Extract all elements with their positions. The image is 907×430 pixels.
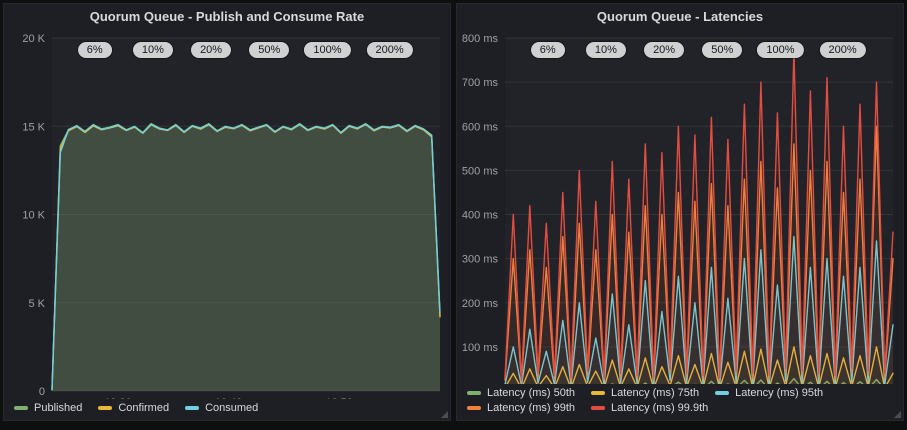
legend-color-swatch bbox=[467, 391, 481, 395]
legend-label: Consumed bbox=[205, 402, 259, 414]
annotation-pill[interactable]: 200% bbox=[366, 42, 413, 58]
legend-color-swatch bbox=[98, 406, 113, 410]
legend-color-swatch bbox=[715, 391, 730, 395]
svg-text:700 ms: 700 ms bbox=[462, 77, 499, 89]
legend-color-swatch bbox=[467, 406, 481, 410]
annotation-pill[interactable]: 100% bbox=[757, 42, 804, 58]
svg-text:12:30: 12:30 bbox=[104, 397, 132, 399]
legend-label: Latency (ms) 99th bbox=[487, 402, 576, 414]
legend-label: Confirmed bbox=[118, 402, 170, 414]
annotation-pill[interactable]: 10% bbox=[585, 42, 626, 58]
legend-item[interactable]: Published bbox=[14, 402, 82, 414]
annotation-pill[interactable]: 100% bbox=[304, 42, 351, 58]
chart-legend: Published Confirmed Consumed bbox=[4, 399, 450, 420]
legend-label: Published bbox=[34, 402, 83, 414]
annotation-layer: 6% 10% 20% 50% 100% 200% bbox=[457, 30, 903, 384]
svg-text:20 K: 20 K bbox=[22, 33, 45, 45]
legend-color-swatch bbox=[591, 406, 606, 410]
legend-item[interactable]: Latency (ms) 99th bbox=[467, 402, 575, 414]
legend-color-swatch bbox=[14, 406, 28, 410]
annotation-pill[interactable]: 50% bbox=[702, 42, 743, 58]
svg-text:500 ms: 500 ms bbox=[462, 165, 499, 177]
legend-label: Latency (ms) 95th bbox=[735, 387, 824, 399]
annotation-layer: 6% 10% 20% 50% 100% 200% bbox=[4, 30, 450, 399]
annotation-pill[interactable]: 6% bbox=[530, 42, 565, 58]
legend-color-swatch bbox=[591, 391, 606, 395]
annotation-pill[interactable]: 50% bbox=[249, 42, 290, 58]
svg-text:0: 0 bbox=[39, 386, 45, 398]
svg-text:12:50: 12:50 bbox=[325, 397, 353, 399]
panel-resize-handle[interactable] bbox=[441, 411, 448, 418]
panel-title: Quorum Queue - Latencies bbox=[596, 9, 764, 24]
legend-item[interactable]: Consumed bbox=[185, 402, 258, 414]
panel-title: Quorum Queue - Publish and Consume Rate bbox=[89, 9, 365, 24]
legend-item[interactable]: Confirmed bbox=[98, 402, 169, 414]
legend-label: Latency (ms) 50th bbox=[487, 387, 576, 399]
svg-text:5 K: 5 K bbox=[28, 298, 45, 310]
svg-text:800 ms: 800 ms bbox=[462, 33, 499, 45]
svg-text:100 ms: 100 ms bbox=[462, 342, 499, 354]
svg-text:400 ms: 400 ms bbox=[462, 210, 499, 222]
annotation-pill[interactable]: 6% bbox=[77, 42, 112, 58]
legend-item[interactable]: Latency (ms) 75th bbox=[591, 387, 699, 399]
legend-item[interactable]: Latency (ms) 95th bbox=[715, 387, 823, 399]
legend-color-swatch bbox=[185, 406, 200, 410]
svg-text:300 ms: 300 ms bbox=[462, 254, 499, 266]
annotation-pill[interactable]: 20% bbox=[191, 42, 232, 58]
annotation-pill[interactable]: 10% bbox=[132, 42, 173, 58]
panel-resize-handle[interactable] bbox=[894, 411, 901, 418]
svg-text:200 ms: 200 ms bbox=[462, 298, 499, 310]
panel-publish-consume-rate: Quorum Queue - Publish and Consume Rate … bbox=[3, 3, 451, 421]
svg-text:12:40: 12:40 bbox=[215, 397, 243, 399]
annotation-pill[interactable]: 200% bbox=[819, 42, 866, 58]
annotation-pill[interactable]: 20% bbox=[644, 42, 685, 58]
legend-item[interactable]: Latency (ms) 99.9th bbox=[591, 402, 708, 414]
legend-label: Latency (ms) 75th bbox=[611, 387, 700, 399]
chart-plot-area: 0 5 K 10 K 15 K 20 K 12:30 12:40 12:50 6% 10% 20%… bbox=[4, 30, 450, 399]
legend-item[interactable]: Latency (ms) 50th bbox=[467, 387, 575, 399]
svg-text:600 ms: 600 ms bbox=[462, 121, 499, 133]
chart-legend: Latency (ms) 50th Latency (ms) 75th Latenc… bbox=[457, 384, 903, 420]
publish-consume-rate-chart[interactable]: 0 5 K 10 K 15 K 20 K 12:30 12:40 12:50 bbox=[4, 30, 450, 399]
svg-text:15 K: 15 K bbox=[22, 121, 45, 133]
legend-label: Latency (ms) 99.9th bbox=[611, 402, 709, 414]
svg-text:10 K: 10 K bbox=[22, 210, 45, 222]
